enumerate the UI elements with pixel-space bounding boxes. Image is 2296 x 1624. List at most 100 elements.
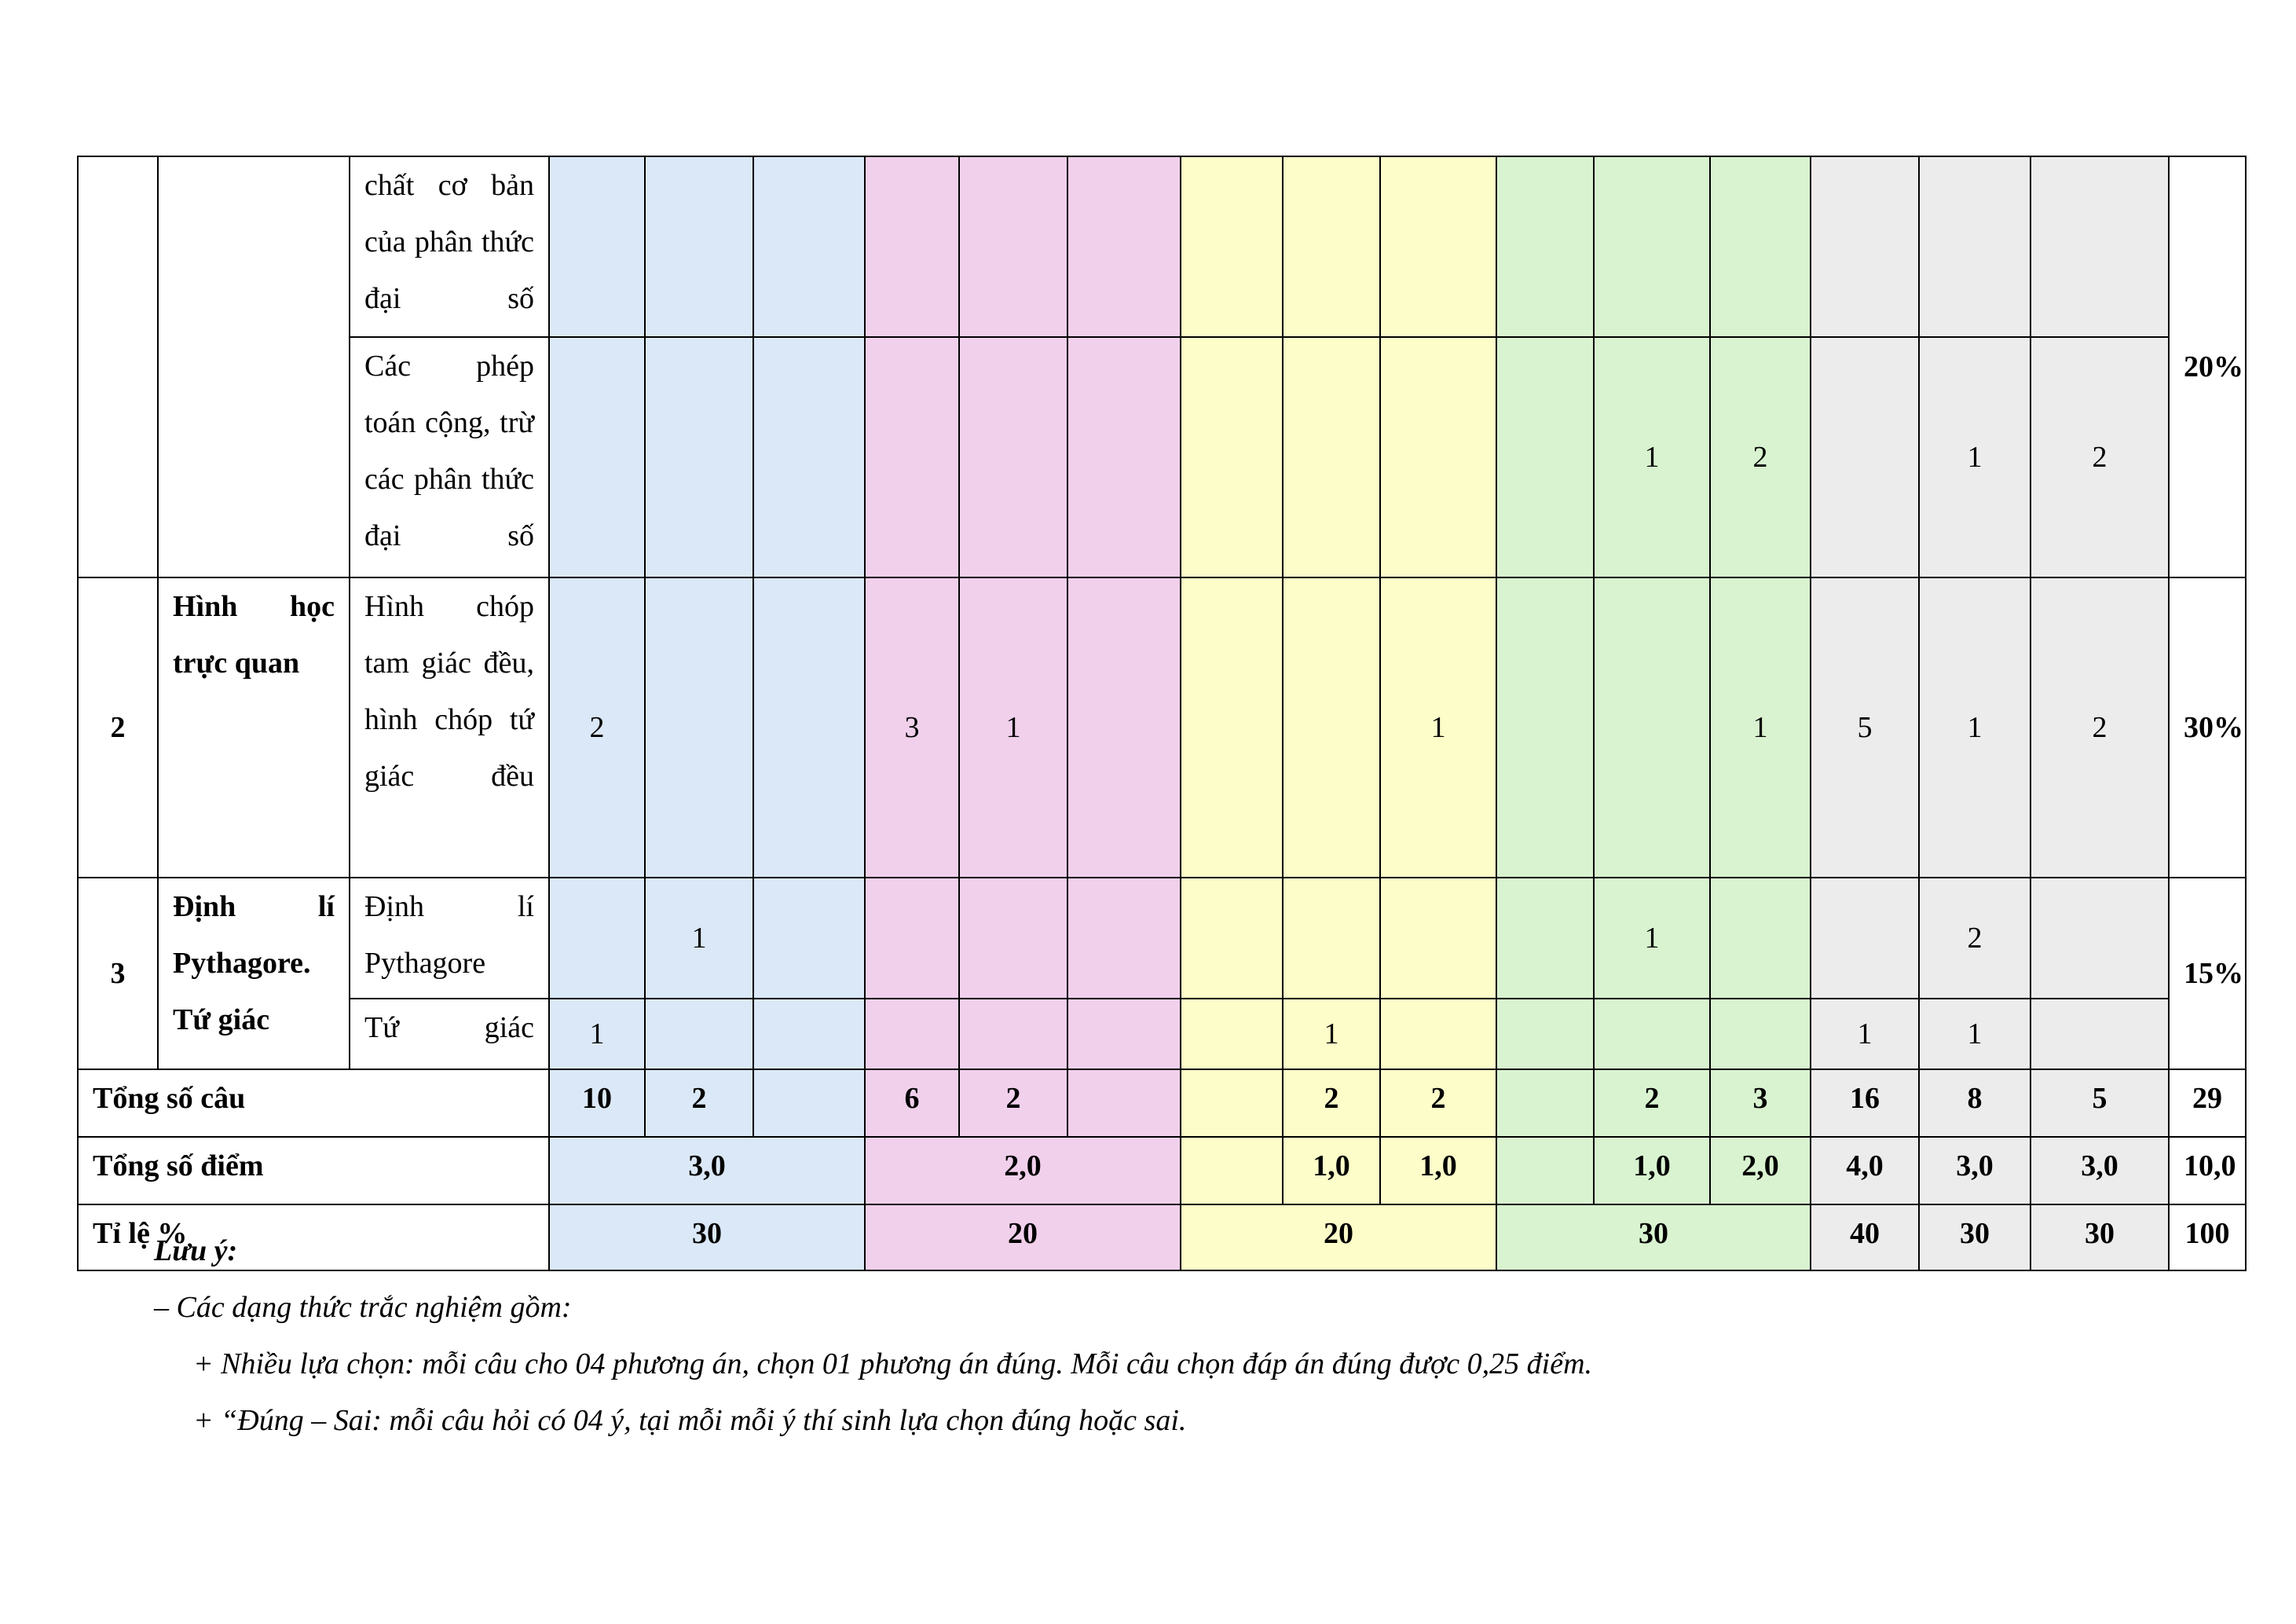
count-cell: 1 (1379, 577, 1497, 878)
total-cell: 5 (2030, 1069, 2170, 1138)
topic-cell: Định lí Pythagore (349, 877, 550, 999)
count-cell (1180, 998, 1283, 1070)
notes-line-1: – Các dạng thức trắc nghiệm gồm: (154, 1291, 572, 1324)
count-cell (1593, 998, 1711, 1070)
count-cell (644, 998, 754, 1070)
count-cell: 1 (548, 998, 646, 1070)
count-cell: 2 (2030, 577, 2170, 878)
total-cell: 8 (1918, 1069, 2031, 1138)
count-cell (753, 336, 866, 578)
points-cell: 3,0 (1918, 1136, 2031, 1205)
count-cell (753, 998, 866, 1070)
topic-cell: Tứ giác (349, 998, 550, 1070)
points-cell: 1,0 (1282, 1136, 1381, 1205)
count-cell (1593, 156, 1711, 338)
count-cell: 2 (2030, 336, 2170, 578)
count-cell: 2 (1709, 336, 1811, 578)
count-cell (1496, 156, 1595, 338)
count-cell (958, 156, 1068, 338)
count-cell (1282, 336, 1381, 578)
row-label: Tổng số điểm (77, 1136, 550, 1205)
total-cell: 2 (644, 1069, 754, 1138)
count-cell (1180, 877, 1283, 999)
count-cell (1709, 877, 1811, 999)
count-cell: 1 (1709, 577, 1811, 878)
notes-title: Lưu ý: (154, 1234, 238, 1267)
count-cell (1709, 998, 1811, 1070)
count-cell (548, 156, 646, 338)
notes-line-3: + “Đúng – Sai: mỗi câu hỏi có 04 ý, tại … (193, 1404, 1187, 1437)
count-cell (1709, 156, 1811, 338)
percent-value-cell: 30 (1918, 1204, 2031, 1271)
count-cell (958, 336, 1068, 578)
count-cell (1067, 577, 1181, 878)
count-cell (1496, 577, 1595, 878)
count-cell (864, 156, 960, 338)
content-name-cell (157, 156, 350, 578)
percent-value-cell: 30 (1496, 1204, 1811, 1271)
content-name-cell: Định lí Pythagore. Tứ giác (157, 877, 350, 1070)
points-cell: 2,0 (864, 1136, 1181, 1205)
count-cell (1067, 877, 1181, 999)
notes-line-2: + Nhiều lựa chọn: mỗi câu cho 04 phương … (193, 1347, 1593, 1380)
stt-cell (77, 156, 159, 578)
count-cell (1282, 877, 1381, 999)
points-cell: 4,0 (1810, 1136, 1920, 1205)
count-cell (1496, 998, 1595, 1070)
total-cell (1496, 1069, 1595, 1138)
points-cell (1496, 1136, 1595, 1205)
count-cell (1282, 577, 1381, 878)
table-row: Tứ giác 1 1 1 1 (78, 998, 2246, 1070)
count-cell (548, 877, 646, 999)
row-label: Tổng số câu (77, 1069, 550, 1138)
count-cell (753, 877, 866, 999)
percent-cell: 20% (2168, 156, 2247, 578)
count-cell: 1 (1918, 998, 2031, 1070)
percent-value-cell: 30 (548, 1204, 866, 1271)
count-cell (1067, 998, 1181, 1070)
count-cell: 1 (1593, 877, 1711, 999)
count-cell: 3 (864, 577, 960, 878)
count-cell (644, 336, 754, 578)
count-cell (1282, 156, 1381, 338)
table-row: 2 Hình học trực quan Hình chóp tam giác đề… (77, 577, 2247, 878)
count-cell: 1 (1918, 336, 2031, 578)
count-cell: 1 (1918, 577, 2031, 878)
total-cell (1180, 1069, 1283, 1138)
topic-cell: Hình chóp tam giác đều, hình chóp tứ giá… (349, 577, 550, 878)
points-cell: 1,0 (1379, 1136, 1497, 1205)
grand-total-cell: 29 (2168, 1069, 2247, 1138)
percent-cell: 30% (2168, 577, 2247, 878)
count-cell (1067, 336, 1181, 578)
count-cell (644, 577, 754, 878)
count-cell (2030, 998, 2170, 1070)
grand-total-cell: 100 (2168, 1204, 2247, 1271)
points-cell: 2,0 (1709, 1136, 1811, 1205)
count-cell: 2 (548, 577, 646, 878)
count-cell (1180, 156, 1283, 338)
count-cell (864, 336, 960, 578)
count-cell (644, 156, 754, 338)
count-cell (1593, 577, 1711, 878)
total-cell: 2 (1282, 1069, 1381, 1138)
points-cell (1180, 1136, 1283, 1205)
count-cell (1496, 336, 1595, 578)
count-cell: 5 (1810, 577, 1920, 878)
count-cell (864, 998, 960, 1070)
count-cell (1180, 577, 1283, 878)
stt-cell: 3 (77, 877, 159, 1070)
total-cell: 2 (958, 1069, 1068, 1138)
total-questions-row: Tổng số câu 10 2 6 2 2 2 2 3 16 8 5 29 (77, 1069, 2247, 1138)
total-cell: 3 (1709, 1069, 1811, 1138)
count-cell (1810, 156, 1920, 338)
topic-cell: chất cơ bản của phân thức đại số (349, 156, 550, 338)
count-cell: 1 (1810, 998, 1920, 1070)
count-cell (1810, 336, 1920, 578)
content-name-cell: Hình học trực quan (157, 577, 350, 878)
percent-cell: 15% (2168, 877, 2247, 1070)
count-cell (753, 156, 866, 338)
notes-section: Lưu ý: – Các dạng thức trắc nghiệm gồm: … (154, 1223, 2196, 1449)
grand-total-cell: 10,0 (2168, 1136, 2247, 1205)
total-cell: 2 (1379, 1069, 1497, 1138)
count-cell (1379, 156, 1497, 338)
